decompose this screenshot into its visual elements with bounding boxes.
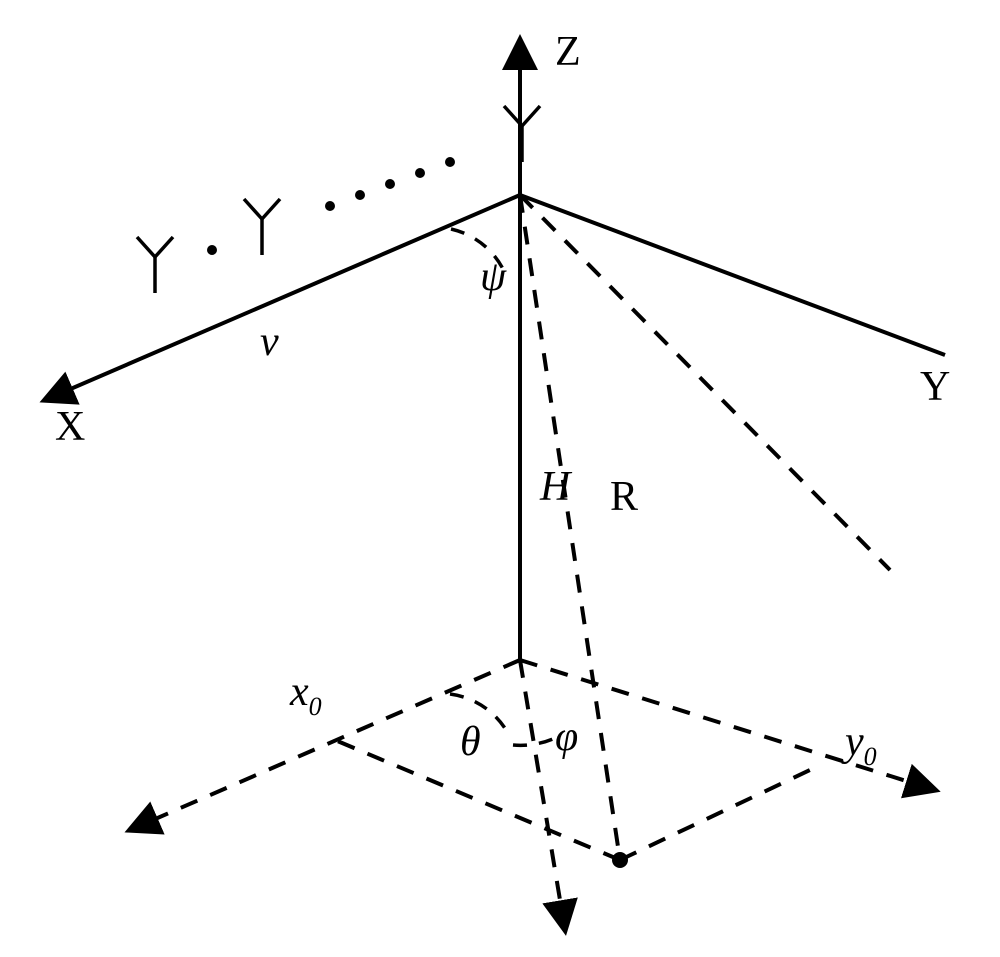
x-axis-label: X	[55, 404, 85, 450]
velocity-label: v	[260, 319, 279, 365]
antenna-dot	[385, 179, 395, 189]
antenna-dot	[325, 201, 335, 211]
y0-label: y0	[841, 719, 877, 771]
target-point	[612, 852, 628, 868]
psi-label: ψ	[480, 254, 507, 300]
antenna-2	[244, 199, 280, 255]
antenna-dot	[415, 168, 425, 178]
antenna-dot	[355, 190, 365, 200]
upper-diagonal-dashed	[520, 195, 890, 570]
height-label: H	[539, 464, 573, 510]
antenna-dot	[445, 157, 455, 167]
antenna-dot	[207, 245, 217, 255]
x0-label: x0	[289, 669, 322, 721]
phi-label: φ	[555, 714, 578, 760]
geometry-diagram: Z X Y H R ψ θ φ v x0 y0	[0, 0, 1000, 957]
antenna-1	[137, 237, 173, 293]
range-label: R	[610, 474, 638, 520]
y-axis-label: Y	[920, 364, 950, 410]
z-axis-label: Z	[555, 29, 581, 75]
ground-target-ray	[520, 660, 565, 930]
x-axis	[45, 195, 520, 400]
target-to-y0-proj	[620, 770, 810, 860]
theta-label: θ	[460, 719, 481, 765]
y-axis	[520, 195, 945, 355]
